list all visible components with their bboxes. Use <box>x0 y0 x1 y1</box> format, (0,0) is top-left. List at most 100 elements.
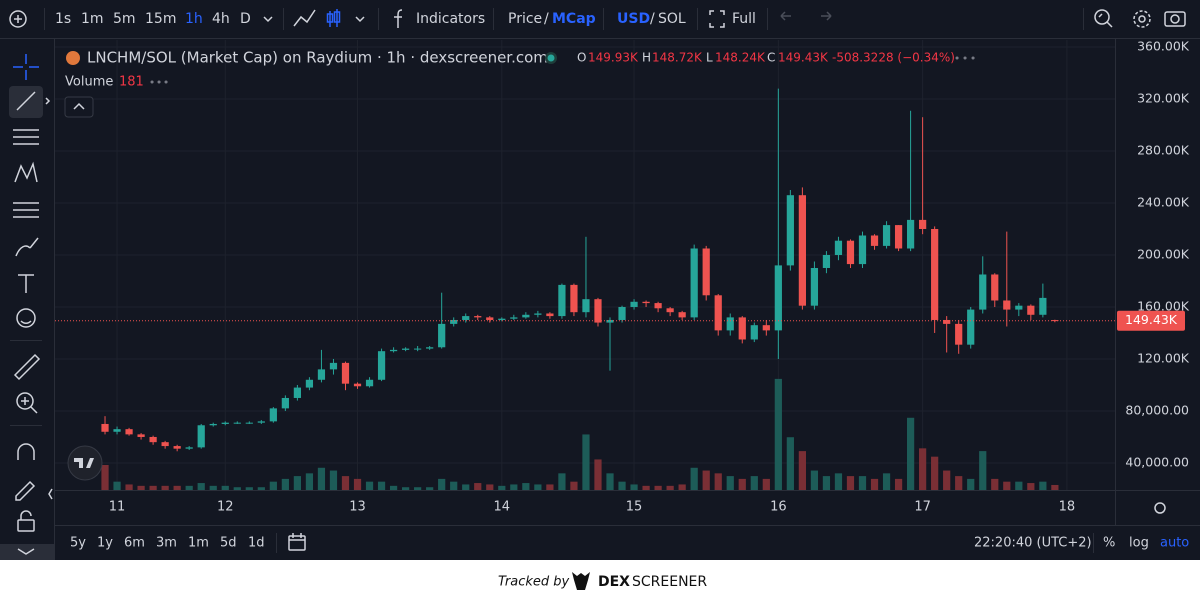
interval-chevron[interactable] <box>263 16 273 23</box>
range-6m[interactable]: 6m <box>124 536 145 551</box>
collapse-toolbar[interactable] <box>48 488 53 500</box>
candle-icon-body <box>333 11 341 23</box>
ohlc-value: 148.72K <box>652 51 703 65</box>
y-tick-label: 40,000.00 <box>1125 454 1189 469</box>
brand-screener: SCREENER <box>632 574 707 590</box>
usd-toggle[interactable]: USD <box>617 11 650 27</box>
axis-settings[interactable] <box>1154 502 1166 514</box>
volume-bar <box>269 481 277 490</box>
trendline-tool[interactable] <box>16 91 36 111</box>
range-1y[interactable]: 1y <box>97 536 113 551</box>
volume-bar <box>498 485 506 490</box>
chart-type-chevron[interactable] <box>355 16 365 23</box>
volume-bar <box>1015 481 1023 490</box>
interval-1s[interactable]: 1s <box>55 11 71 27</box>
volume-bar <box>534 484 542 490</box>
auto-toggle[interactable]: auto <box>1160 536 1189 551</box>
interval-1h[interactable]: 1h <box>185 11 203 27</box>
interval-15m[interactable]: 15m <box>145 11 176 27</box>
mcap-toggle[interactable]: MCap <box>552 11 596 27</box>
emoji-tool[interactable] <box>16 308 36 328</box>
redo-icon[interactable] <box>821 11 832 21</box>
tools-more[interactable] <box>17 548 35 555</box>
range-5d[interactable]: 5d <box>220 536 237 551</box>
range-1d[interactable]: 1d <box>248 536 265 551</box>
volume-bar <box>846 476 855 490</box>
indicators-icon[interactable] <box>394 9 403 28</box>
fib-tool[interactable] <box>13 129 39 145</box>
volume-bar <box>438 478 446 490</box>
volume-bar <box>750 476 758 490</box>
interval-1m[interactable]: 1m <box>81 11 104 27</box>
candle-body <box>810 267 819 306</box>
x-tick-label: 12 <box>217 500 234 515</box>
volume-bar <box>1039 481 1047 490</box>
zoom-tool[interactable] <box>16 392 34 410</box>
ruler-tool[interactable] <box>13 353 41 381</box>
alert-icon[interactable] <box>1094 9 1110 25</box>
volume-bar <box>798 451 806 490</box>
footer <box>0 560 1200 600</box>
volume-bar <box>365 481 374 490</box>
settings-icon[interactable] <box>1133 10 1151 28</box>
text-tool[interactable] <box>18 274 34 293</box>
projection-tool[interactable] <box>13 202 39 218</box>
volume-bar <box>967 478 975 490</box>
candle-body <box>702 248 710 296</box>
volume-bar <box>738 478 746 490</box>
volume-bar <box>931 456 939 490</box>
candle-body <box>678 312 686 318</box>
range-5y[interactable]: 5y <box>70 536 86 551</box>
percent-toggle[interactable]: % <box>1103 536 1115 551</box>
left-toolbar <box>0 54 54 560</box>
chart-type-line-icon[interactable] <box>293 9 316 27</box>
volume-bar <box>774 378 782 490</box>
volume-bar <box>726 476 734 490</box>
volume-bar <box>630 484 638 490</box>
candle-body <box>221 422 229 424</box>
interval-4h[interactable]: 4h <box>212 11 230 27</box>
range-3m[interactable]: 3m <box>156 536 177 551</box>
snapshot-icon[interactable] <box>1164 11 1186 27</box>
goto-date-glyph <box>289 533 305 541</box>
volume-bar <box>161 485 169 490</box>
collapse-legend[interactable] <box>64 96 94 118</box>
pattern-tool[interactable] <box>14 161 38 183</box>
indicators-button[interactable]: Indicators <box>416 11 485 27</box>
volume-bar <box>522 483 530 490</box>
goto-date-icon[interactable] <box>288 535 306 551</box>
price-toggle[interactable]: Price <box>508 11 542 27</box>
candle-body <box>558 284 566 317</box>
add-symbol-icon[interactable] <box>9 10 27 28</box>
candle-body <box>846 240 855 265</box>
volume-bar <box>979 451 987 490</box>
volume-bar <box>209 485 217 490</box>
crosshair-tool[interactable] <box>13 54 39 80</box>
lock-tool[interactable] <box>17 519 35 532</box>
volume-bar <box>402 487 410 490</box>
volume-bar <box>582 434 590 490</box>
range-1m[interactable]: 1m <box>188 536 209 551</box>
interval-5m[interactable]: 5m <box>113 11 136 27</box>
interval-d[interactable]: D <box>240 11 251 27</box>
emoji-smile <box>20 320 32 324</box>
change-value: -508.3228 (−0.34%) <box>832 51 955 65</box>
brush-tool[interactable] <box>15 237 39 257</box>
volume-bar <box>377 481 386 490</box>
magnet-tool[interactable] <box>17 443 35 460</box>
candle-body <box>486 317 494 320</box>
candle-body <box>654 303 662 309</box>
candle-body <box>606 319 614 323</box>
price-separator: / <box>544 11 549 27</box>
sol-toggle[interactable]: SOL <box>658 11 686 27</box>
lock-drawing-tool[interactable] <box>15 480 36 501</box>
fullscreen-icon[interactable] <box>709 10 725 28</box>
volume-bar <box>906 417 915 490</box>
volume-bar <box>943 470 951 490</box>
fullscreen-button[interactable]: Full <box>732 11 756 27</box>
log-toggle[interactable]: log <box>1129 536 1149 551</box>
undo-icon[interactable] <box>780 11 791 21</box>
tool-expand[interactable] <box>45 97 51 105</box>
candle-body <box>894 225 903 249</box>
